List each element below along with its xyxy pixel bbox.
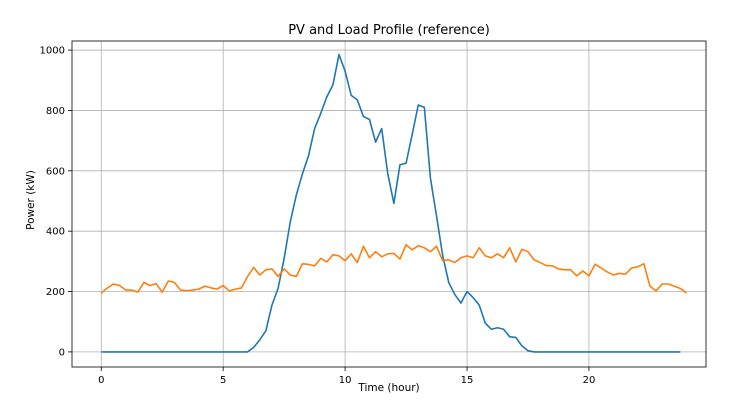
x-tick-label: 0 [98,375,104,386]
y-tick-label: 600 [46,166,65,177]
y-tick-label: 0 [59,347,65,358]
x-axis-label: Time (hour) [357,382,419,394]
x-tick-label: 5 [220,375,226,386]
y-tick-label: 1000 [40,46,65,57]
chart-title: PV and Load Profile (reference) [288,23,490,38]
y-tick-label: 800 [46,106,65,117]
y-axis-label: Power (kW) [25,170,37,230]
x-tick-label: 15 [461,375,474,386]
series-line-pv [101,53,681,353]
x-tick-label: 10 [339,375,352,386]
series-line-load [100,243,687,294]
plot-frame [71,40,707,368]
x-tick-label: 20 [583,375,596,386]
y-tick-label: 400 [46,227,65,238]
y-tick-label: 200 [46,287,65,298]
series-layer [100,53,687,353]
